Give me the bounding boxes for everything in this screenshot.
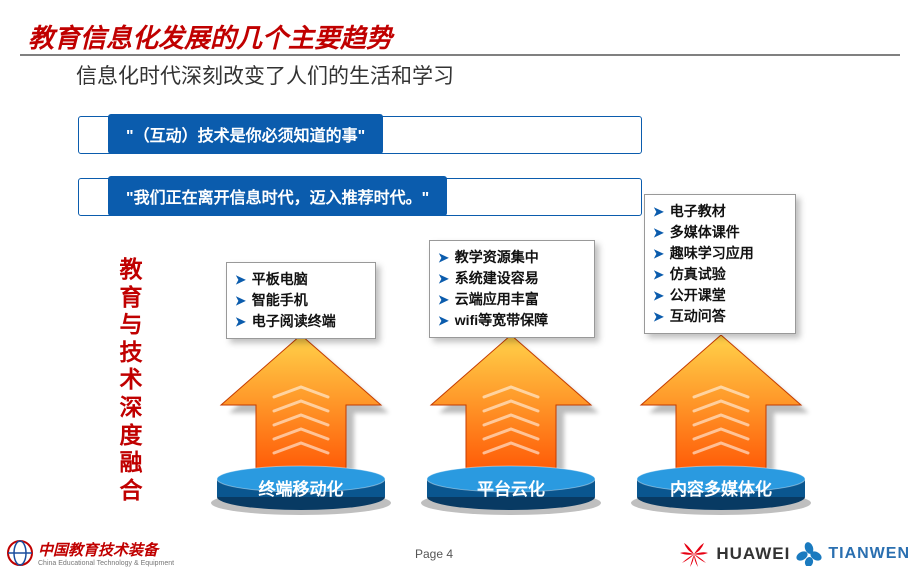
feature-list-2: ➤ 教学资源集中➤ 系统建设容易➤ 云端应用丰富➤ wifi等宽带保障 [429,240,595,338]
huawei-label: HUAWEI [716,544,790,564]
footer: 中国教育技术装备 China Educational Technology & … [0,535,920,575]
list-item: ➤ 云端应用丰富 [438,289,584,310]
huawei-icon [678,541,710,567]
bullet-icon: ➤ [653,225,664,240]
bullet-icon: ➤ [653,288,664,303]
footer-left-en: China Educational Technology & Equipment [38,560,174,567]
list-item: ➤ 智能手机 [235,290,365,311]
footer-left-cn: 中国教育技术装备 [38,539,174,560]
bullet-icon: ➤ [438,313,449,328]
list-item: ➤ 趣味学习应用 [653,243,785,264]
footer-right-logos: HUAWEI TIANWEN [678,541,910,567]
bullet-icon: ➤ [653,309,664,324]
base-label-1: 终端移动化 [206,475,396,500]
bullet-icon: ➤ [653,204,664,219]
base-label-3: 内容多媒体化 [626,475,816,500]
list-item: ➤ 电子教材 [653,201,785,222]
list-item: ➤ wifi等宽带保障 [438,310,584,331]
vertical-label: 教育与技术深度融合 [118,256,144,504]
tianwen-icon [796,542,822,566]
list-item: ➤ 多媒体课件 [653,222,785,243]
list-item: ➤ 互动问答 [653,306,785,327]
list-item: ➤ 系统建设容易 [438,268,584,289]
list-item: ➤ 电子阅读终端 [235,311,365,332]
list-item: ➤ 公开课堂 [653,285,785,306]
bullet-icon: ➤ [235,314,246,329]
bullet-icon: ➤ [653,246,664,261]
quote1-box: "（互动）技术是你必须知道的事" [108,114,383,154]
page-subtitle: 信息化时代深刻改变了人们的生活和学习 [76,60,454,90]
base-label-2: 平台云化 [416,475,606,500]
feature-list-3: ➤ 电子教材➤ 多媒体课件➤ 趣味学习应用➤ 仿真试验➤ 公开课堂➤ 互动问答 [644,194,796,334]
bullet-icon: ➤ [235,293,246,308]
footer-left-logo: 中国教育技术装备 China Educational Technology & … [6,539,174,567]
page-number: Page 4 [415,547,453,561]
bullet-icon: ➤ [235,272,246,287]
quote2-box: "我们正在离开信息时代，迈入推荐时代。" [108,176,447,216]
list-item: ➤ 仿真试验 [653,264,785,285]
list-item: ➤ 教学资源集中 [438,247,584,268]
list-item: ➤ 平板电脑 [235,269,365,290]
title-underline [20,54,900,56]
bullet-icon: ➤ [653,267,664,282]
globe-icon [6,539,34,567]
bullet-icon: ➤ [438,292,449,307]
tianwen-label: TIANWEN [828,545,910,563]
feature-list-1: ➤ 平板电脑➤ 智能手机➤ 电子阅读终端 [226,262,376,339]
bullet-icon: ➤ [438,271,449,286]
bullet-icon: ➤ [438,250,449,265]
page-title: 教育信息化发展的几个主要趋势 [28,18,392,55]
